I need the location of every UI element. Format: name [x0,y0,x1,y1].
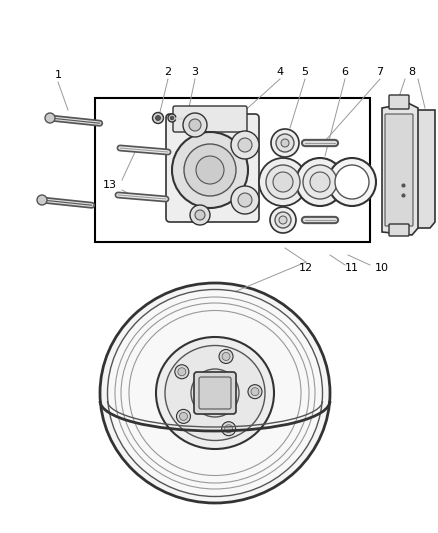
Circle shape [266,165,300,199]
Circle shape [196,156,224,184]
Text: 10: 10 [375,263,389,273]
Polygon shape [415,110,435,228]
Circle shape [180,413,187,421]
Circle shape [271,129,299,157]
Ellipse shape [156,337,274,449]
Circle shape [178,368,186,376]
Circle shape [238,193,252,207]
Circle shape [45,113,55,123]
FancyBboxPatch shape [166,114,259,222]
Circle shape [184,144,236,196]
Circle shape [276,134,294,152]
Circle shape [275,212,291,228]
Circle shape [168,114,176,122]
Text: 2: 2 [164,67,172,77]
Circle shape [172,132,248,208]
Polygon shape [382,103,418,235]
Circle shape [189,119,201,131]
FancyBboxPatch shape [389,224,409,236]
Circle shape [279,216,287,224]
Text: 1: 1 [54,70,61,80]
Circle shape [152,112,163,124]
Circle shape [219,350,233,364]
Ellipse shape [107,289,322,497]
Circle shape [238,138,252,152]
Circle shape [281,139,289,147]
Text: 3: 3 [191,67,198,77]
Circle shape [37,195,47,205]
Circle shape [310,172,330,192]
Text: 6: 6 [342,67,349,77]
FancyBboxPatch shape [385,114,413,226]
Circle shape [335,165,369,199]
Circle shape [270,207,296,233]
Circle shape [303,165,337,199]
Ellipse shape [100,283,330,503]
Circle shape [273,172,293,192]
Bar [95,98,370,242]
Circle shape [170,116,174,120]
Text: 7: 7 [376,67,384,77]
Circle shape [191,369,239,417]
Circle shape [175,365,189,379]
Circle shape [195,210,205,220]
FancyBboxPatch shape [173,106,247,132]
Circle shape [183,113,207,137]
Circle shape [248,385,262,399]
Ellipse shape [165,345,265,440]
Circle shape [231,131,259,159]
Circle shape [296,158,344,206]
FancyBboxPatch shape [389,95,409,109]
Text: 8: 8 [409,67,416,77]
Circle shape [222,422,236,435]
Circle shape [177,409,191,423]
Text: 13: 13 [103,180,117,190]
Circle shape [222,352,230,360]
Circle shape [251,387,259,395]
Text: 4: 4 [276,67,283,77]
Circle shape [225,425,233,433]
Circle shape [328,158,376,206]
Circle shape [155,116,160,120]
Text: 5: 5 [301,67,308,77]
Text: 11: 11 [345,263,359,273]
FancyBboxPatch shape [194,372,236,414]
Circle shape [231,186,259,214]
Text: 12: 12 [299,263,313,273]
Circle shape [259,158,307,206]
FancyBboxPatch shape [199,377,231,409]
Circle shape [190,205,210,225]
